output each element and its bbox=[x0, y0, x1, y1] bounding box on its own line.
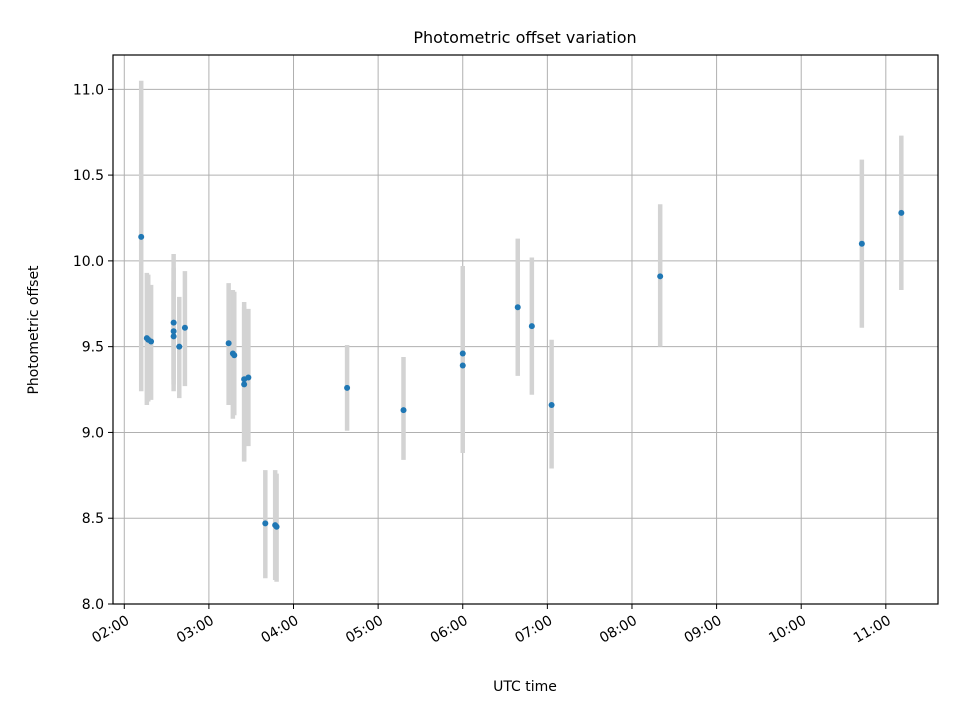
y-tick-label: 9.0 bbox=[82, 425, 104, 441]
data-point bbox=[528, 323, 535, 330]
data-point bbox=[514, 304, 521, 311]
y-tick-label: 10.0 bbox=[73, 254, 104, 270]
data-point bbox=[241, 381, 248, 388]
data-point bbox=[262, 520, 269, 527]
data-point bbox=[225, 340, 232, 347]
y-tick-label: 8.0 bbox=[82, 597, 104, 613]
data-point bbox=[138, 233, 145, 240]
data-point bbox=[858, 240, 865, 247]
chart-title: Photometric offset variation bbox=[413, 28, 636, 47]
data-point bbox=[181, 324, 188, 331]
data-point bbox=[657, 273, 664, 280]
data-point bbox=[170, 333, 177, 340]
x-axis-label: UTC time bbox=[493, 679, 557, 695]
data-point bbox=[898, 209, 905, 216]
plot-area-frame bbox=[112, 54, 939, 605]
data-point bbox=[170, 319, 177, 326]
data-point bbox=[245, 374, 252, 381]
y-tick-label: 11.0 bbox=[73, 82, 104, 98]
data-point bbox=[273, 523, 280, 530]
data-point bbox=[400, 407, 407, 414]
data-point bbox=[459, 350, 466, 357]
data-points bbox=[138, 209, 905, 530]
y-tick-label: 8.5 bbox=[82, 511, 104, 527]
data-point bbox=[459, 362, 466, 369]
data-point bbox=[176, 343, 183, 350]
y-tick-label: 10.5 bbox=[73, 168, 104, 184]
data-point bbox=[231, 352, 238, 359]
y-tick-label: 9.5 bbox=[82, 340, 104, 356]
data-point bbox=[548, 401, 555, 408]
data-point bbox=[170, 328, 177, 335]
y-axis-label: Photometric offset bbox=[26, 265, 42, 395]
data-point bbox=[148, 338, 155, 345]
data-point bbox=[344, 384, 351, 391]
